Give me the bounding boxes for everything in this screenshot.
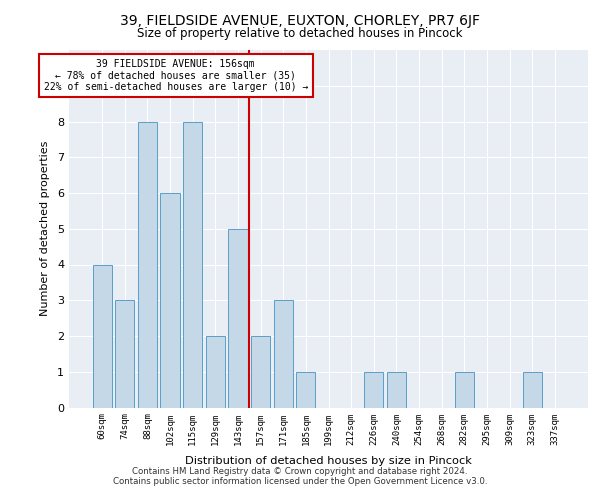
Text: Contains public sector information licensed under the Open Government Licence v3: Contains public sector information licen… <box>113 477 487 486</box>
Text: 39 FIELDSIDE AVENUE: 156sqm
← 78% of detached houses are smaller (35)
22% of sem: 39 FIELDSIDE AVENUE: 156sqm ← 78% of det… <box>44 59 308 92</box>
Text: Contains HM Land Registry data © Crown copyright and database right 2024.: Contains HM Land Registry data © Crown c… <box>132 467 468 476</box>
Bar <box>206 336 225 407</box>
Y-axis label: Number of detached properties: Number of detached properties <box>40 141 50 316</box>
Bar <box>138 122 157 408</box>
Bar <box>92 264 112 408</box>
Bar <box>523 372 542 408</box>
Bar <box>183 122 202 408</box>
Bar <box>274 300 293 408</box>
Bar <box>364 372 383 408</box>
Bar <box>160 193 180 408</box>
X-axis label: Distribution of detached houses by size in Pincock: Distribution of detached houses by size … <box>185 456 472 466</box>
Bar <box>455 372 474 408</box>
Text: 39, FIELDSIDE AVENUE, EUXTON, CHORLEY, PR7 6JF: 39, FIELDSIDE AVENUE, EUXTON, CHORLEY, P… <box>120 14 480 28</box>
Text: Size of property relative to detached houses in Pincock: Size of property relative to detached ho… <box>137 28 463 40</box>
Bar <box>387 372 406 408</box>
Bar <box>251 336 270 407</box>
Bar <box>229 229 248 408</box>
Bar <box>115 300 134 408</box>
Bar <box>296 372 316 408</box>
